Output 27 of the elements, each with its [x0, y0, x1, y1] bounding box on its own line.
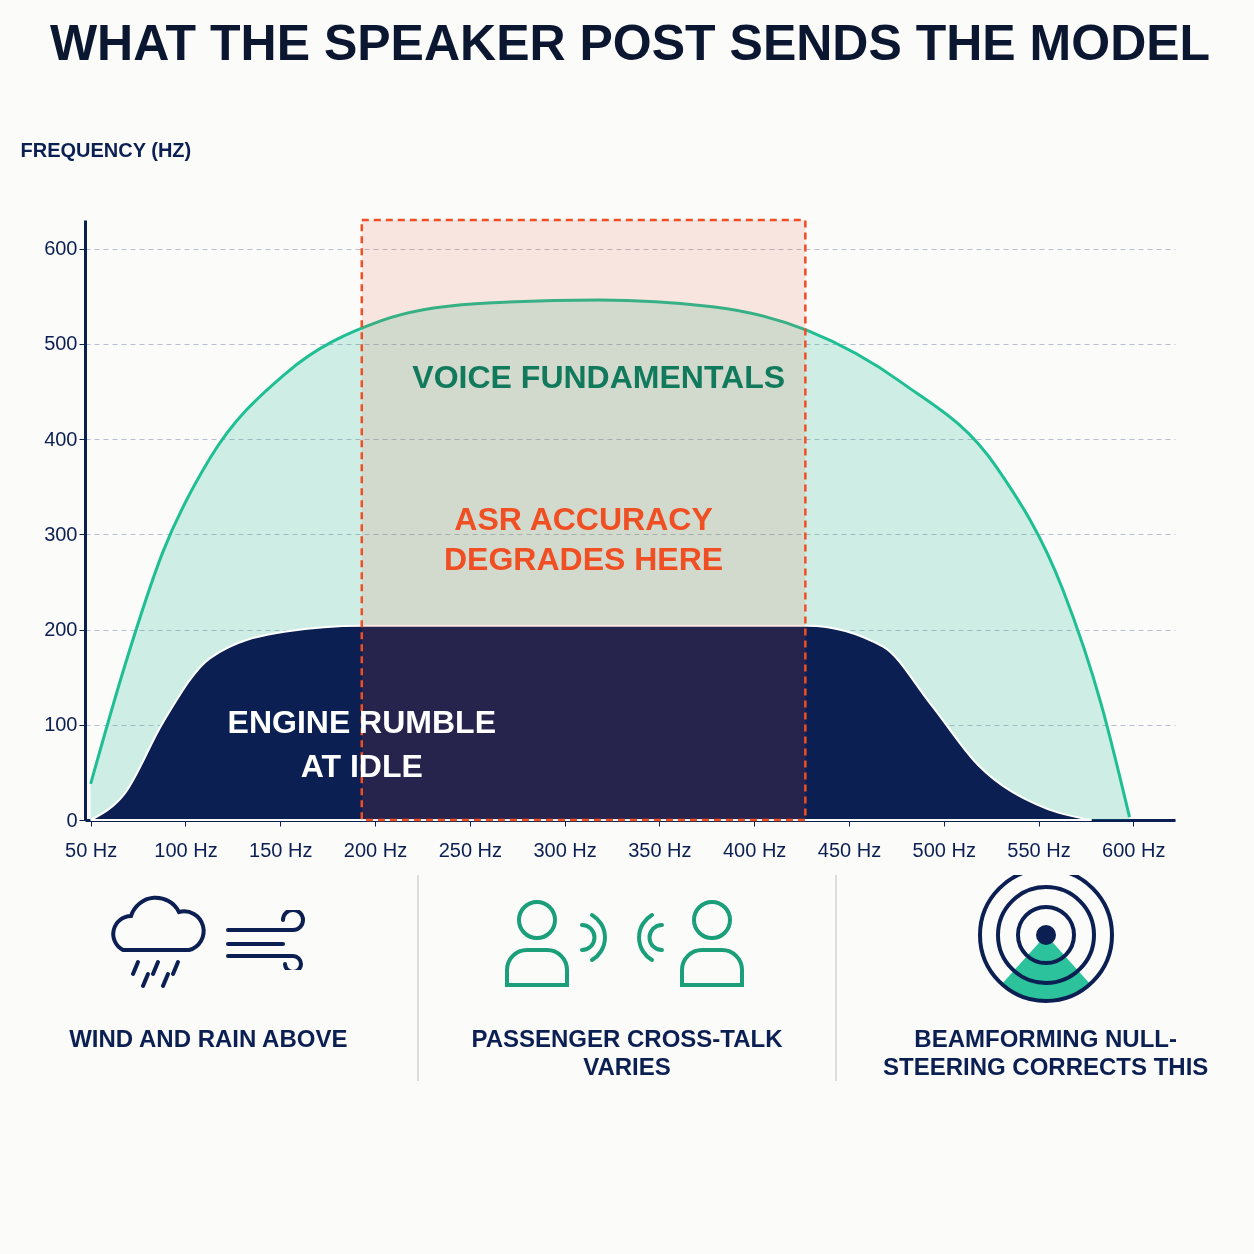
- y-tick-label: 500: [44, 332, 78, 355]
- text: BEAMFORMING NULL-STEERING CORRECTS THIS: [882, 1025, 1210, 1081]
- series-label: ENGINE RUMBLE AT IDLE: [227, 703, 496, 784]
- x-tick-label: 500 Hz: [912, 838, 976, 861]
- y-tick-label: 300: [44, 522, 78, 545]
- x-tick-label: 100 Hz: [154, 838, 218, 861]
- text: WIND AND RAIN ABOVE: [69, 1025, 348, 1053]
- x-tick-label: 50 Hz: [65, 838, 118, 861]
- x-tick-label: 150 Hz: [249, 838, 313, 861]
- x-tick-label: 250 Hz: [438, 838, 502, 861]
- x-tick-label: 600 Hz: [1102, 838, 1166, 861]
- y-tick-label: 600: [44, 237, 78, 260]
- y-tick-label: 100: [44, 713, 78, 736]
- text: PASSENGER CROSS-TALK VARIES: [470, 1025, 784, 1081]
- x-tick-label: 400 Hz: [722, 838, 787, 861]
- y-tick-label: 200: [44, 618, 78, 641]
- x-tick-label: 550 Hz: [1007, 838, 1071, 861]
- y-tick-label: 0: [66, 808, 78, 831]
- x-tick-label: 450 Hz: [817, 838, 882, 861]
- x-tick-label: 300 Hz: [533, 838, 597, 861]
- y-axis-title: FREQUENCY (HZ): [20, 138, 192, 161]
- series-label: VOICE FUNDAMENTALS: [412, 359, 786, 395]
- chart-title: WHAT THE SPEAKER POST SENDS THE MODEL: [49, 15, 1211, 71]
- x-tick-label: 350 Hz: [628, 838, 692, 861]
- band-label: ASR ACCURACY DEGRADES HERE: [443, 501, 724, 577]
- x-tick-label: 200 Hz: [343, 838, 408, 861]
- y-tick-label: 400: [44, 427, 78, 450]
